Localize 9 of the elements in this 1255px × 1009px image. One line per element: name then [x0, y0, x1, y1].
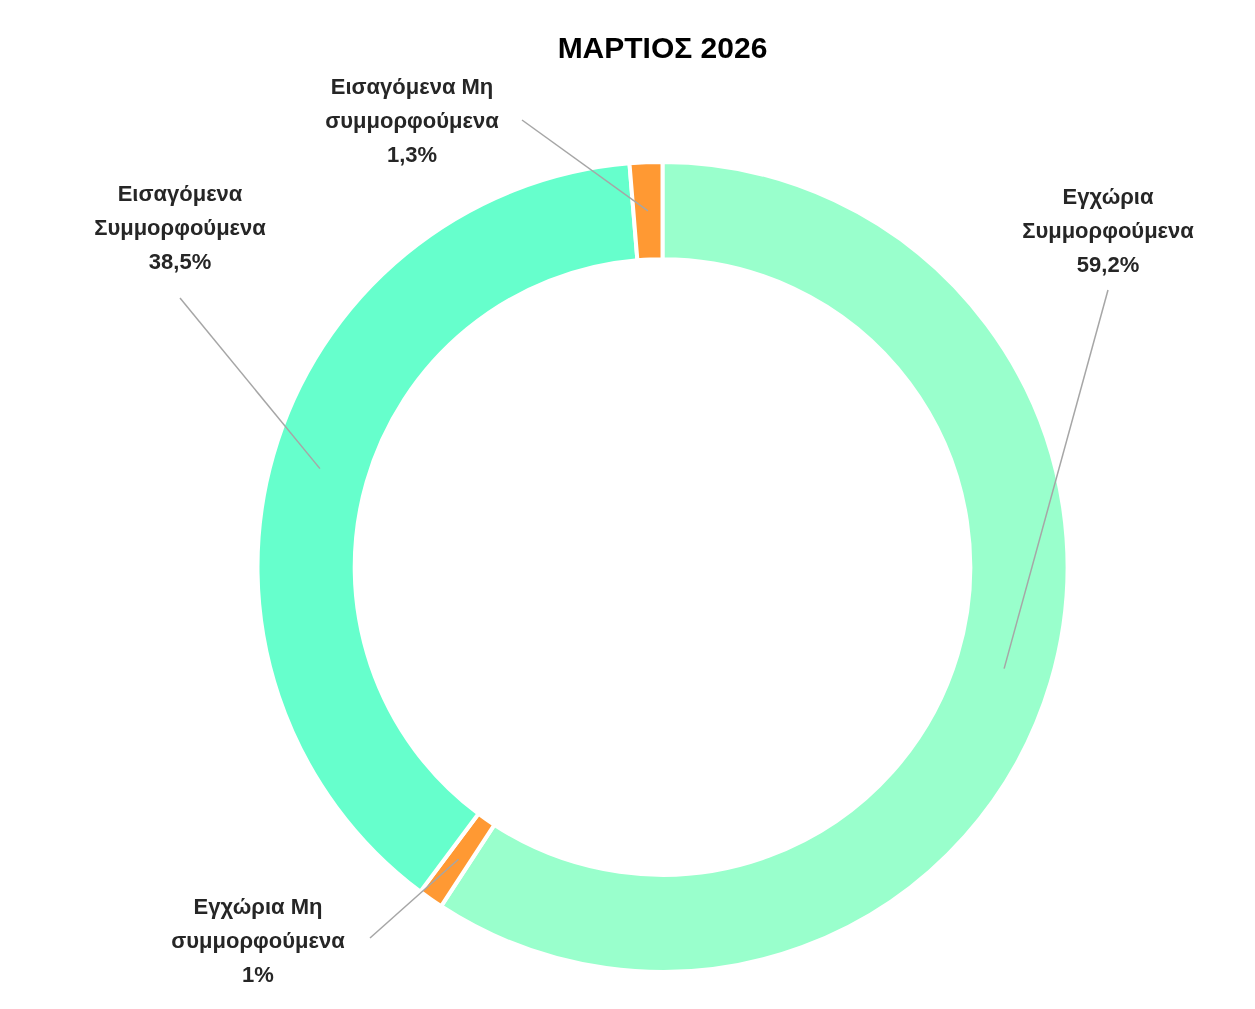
- data-label: 38,5%: [148, 249, 212, 275]
- slice-label: Εισαγόμενα Μη συμμορφούμενα: [325, 74, 500, 134]
- chart-title: ΜΑΡΤΙΟΣ 2026: [557, 31, 768, 65]
- data-label: 1,3%: [386, 142, 438, 168]
- slice-label: Εγχώρια Συμμορφούμενα: [1022, 184, 1195, 244]
- slice-label: Εγχώρια Μη συμμορφούμενα: [171, 894, 346, 954]
- data-label: 59,2%: [1076, 252, 1140, 278]
- slice-label: Εισαγόμενα Συμμορφούμενα: [94, 181, 267, 241]
- data-label: 1%: [242, 962, 274, 988]
